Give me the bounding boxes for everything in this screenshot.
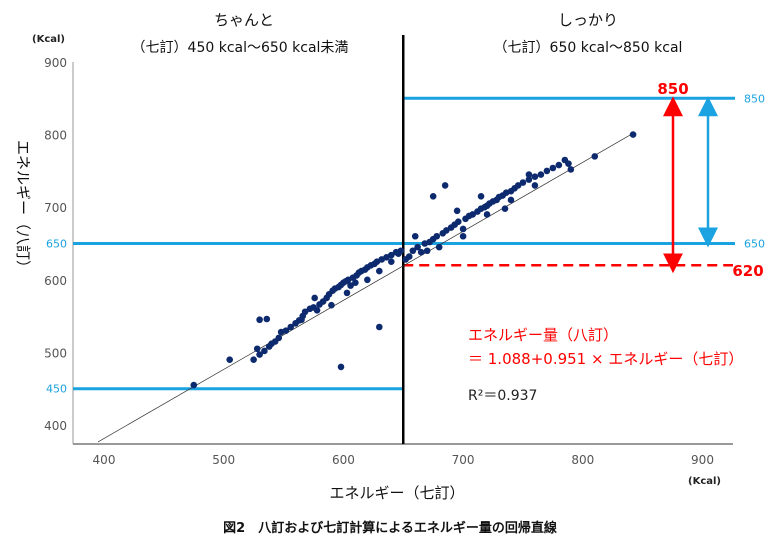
data-point [501,205,509,212]
x-tick-label: 600 [332,453,355,467]
data-point [263,315,271,323]
data-point [250,356,257,363]
regression-line [97,134,631,443]
data-point [453,207,461,215]
region-right-title: しっかり [558,11,618,29]
data-point [287,323,295,331]
data-point [301,308,309,316]
x-tick-label: 400 [93,453,116,467]
data-point [459,232,467,240]
data-point [459,225,467,233]
data-point [537,171,545,178]
x-axis-title: エネルギー（七訂） [329,484,464,502]
data-point [531,182,539,189]
data-point [253,345,261,353]
data-point [405,253,413,260]
reference-label-right: 650 [744,238,765,251]
data-point [455,218,462,226]
data-point [397,247,405,255]
data-point [549,164,557,172]
data-point [282,327,290,334]
y-unit-label: (Kcal) [32,34,65,45]
data-point [483,211,491,218]
data-point [519,179,527,186]
data-point [275,334,283,342]
data-point [469,211,476,218]
data-point [376,323,383,331]
data-point [328,301,335,309]
data-point [313,306,321,314]
data-point [514,182,522,189]
data-point [525,176,533,183]
data-point [414,243,421,251]
y-axis-title: エネルギー（八訂） [14,140,32,275]
data-point [298,316,305,324]
y-tick-label: 400 [44,419,67,433]
x-tick-label: 700 [452,453,475,467]
region-right-range: （七訂）650 kcal～850 kcal [494,40,683,56]
data-point [629,131,637,138]
data-point [352,279,359,287]
data-point [441,182,449,189]
data-point [531,173,539,181]
x-tick-label: 900 [691,453,714,467]
data-point [226,356,233,363]
data-point [417,248,425,256]
data-point [343,289,351,297]
y-tick-label: 500 [44,346,67,360]
x-tick-label: 800 [571,453,594,467]
equation-line1: エネルギー量（八訂） [468,326,618,344]
data-point [256,351,263,358]
data-point [543,167,551,175]
data-point [347,282,354,289]
y-tick-label: 600 [44,274,67,288]
red-arrow-top-label: 850 [657,80,688,98]
data-point [507,196,515,204]
data-point [591,153,599,160]
y-tick-label: 700 [44,201,67,215]
data-point [261,347,268,355]
r-squared-label: R²＝0.937 [468,388,537,404]
red-arrow-bottom-label: 620 [732,262,763,280]
reference-label-left: 450 [46,383,67,396]
figure-caption: 図2 八訂および七訂計算によるエネルギー量の回帰直線 [223,520,558,536]
data-point [477,193,485,200]
data-point [256,316,263,324]
data-point [411,232,419,240]
data-point [409,247,417,255]
region-left-title: ちゃんと [214,11,274,29]
y-tick-label: 800 [44,129,67,143]
data-point [337,363,345,371]
data-point [423,247,431,255]
data-point [376,267,383,275]
data-point [567,166,575,173]
data-point [565,160,572,167]
x-unit-label: (Kcal) [688,476,721,487]
data-point [190,381,198,389]
data-point [433,232,441,240]
data-point [555,161,563,169]
data-point [387,258,395,265]
data-point [435,243,443,251]
reference-label-right: 850 [744,92,765,105]
region-left-range: （七訂）450 kcal～650 kcal未満 [132,40,349,56]
data-point [387,251,395,259]
data-point [311,294,318,302]
reference-label-left: 650 [46,238,67,251]
x-tick-label: 500 [212,453,235,467]
data-point [443,227,450,234]
data-point [429,193,437,200]
equation-line2: ＝ 1.088+0.951 × エネルギー（七訂） [468,350,743,368]
data-point [364,276,371,284]
y-tick-label: 900 [44,56,67,70]
data-point [525,171,533,178]
